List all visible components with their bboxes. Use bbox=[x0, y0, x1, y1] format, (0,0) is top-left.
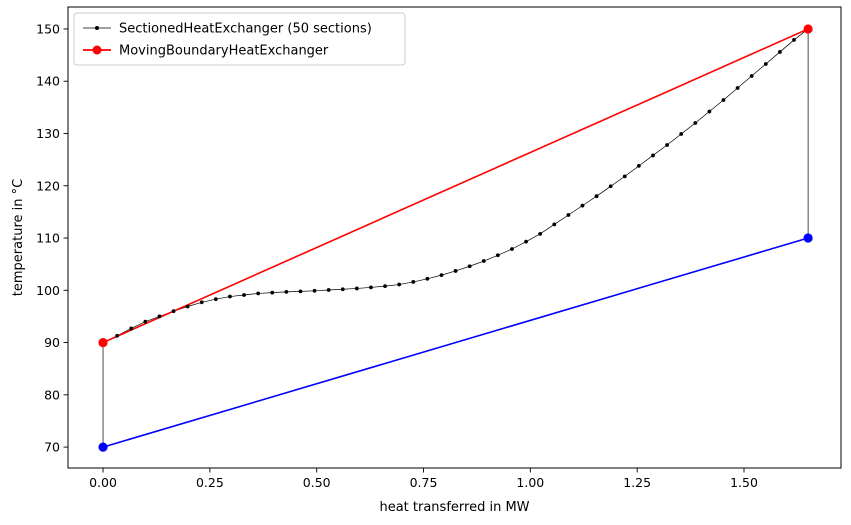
legend: SectionedHeatExchanger (50 sections) Mov… bbox=[73, 12, 406, 66]
series-0-point bbox=[524, 239, 528, 244]
series-0-point bbox=[143, 319, 148, 324]
x-axis-label: heat transferred in MW bbox=[379, 500, 529, 515]
series-0-point bbox=[312, 288, 317, 293]
series-0-point bbox=[679, 132, 684, 136]
series-0-point bbox=[651, 153, 655, 158]
series-0-point bbox=[425, 276, 430, 281]
series-0-point bbox=[298, 289, 303, 294]
series-0-point bbox=[242, 293, 246, 297]
y-tick-label: 110 bbox=[36, 231, 60, 246]
series-0-point bbox=[411, 280, 416, 284]
series-0-point bbox=[270, 290, 275, 295]
x-tick-label: 1.50 bbox=[730, 475, 758, 490]
legend-label-moving-boundary: MovingBoundaryHeatExchanger bbox=[119, 44, 329, 59]
series-0-point bbox=[693, 121, 698, 125]
series-0-point bbox=[467, 264, 472, 269]
series-line-4 bbox=[102, 237, 809, 448]
series-line-3 bbox=[102, 28, 809, 344]
series-0-point bbox=[439, 273, 444, 278]
series-0-point bbox=[340, 287, 345, 292]
series-4-point bbox=[803, 233, 813, 243]
legend-label-sectioned: SectionedHeatExchanger (50 sections) bbox=[119, 22, 372, 37]
series-0-point bbox=[369, 285, 373, 290]
series-0-point bbox=[665, 143, 669, 147]
y-tick-label: 90 bbox=[44, 335, 60, 350]
series-0-point bbox=[354, 286, 359, 291]
series-0-point bbox=[510, 247, 514, 251]
x-tick-label: 0.50 bbox=[303, 475, 331, 490]
y-tick-label: 120 bbox=[36, 178, 60, 193]
series-0-point bbox=[284, 289, 289, 294]
series-0-point bbox=[171, 309, 176, 314]
series-0-point bbox=[495, 253, 500, 258]
series-0-point bbox=[566, 213, 571, 217]
series-0-point bbox=[383, 284, 387, 289]
y-tick-label: 130 bbox=[36, 126, 60, 141]
series-0-point bbox=[228, 294, 232, 299]
series-0-point bbox=[199, 300, 204, 305]
y-tick-label: 70 bbox=[44, 440, 60, 455]
plot-frame bbox=[67, 6, 842, 469]
x-tick-label: 1.25 bbox=[623, 475, 651, 490]
series-0-point bbox=[538, 231, 543, 236]
series-0-point bbox=[115, 333, 120, 338]
series-0-point bbox=[608, 184, 613, 189]
series-0-point bbox=[129, 326, 134, 331]
legend-item-sectioned: SectionedHeatExchanger (50 sections) bbox=[83, 22, 372, 37]
series-0-point bbox=[157, 314, 162, 319]
series-0-point bbox=[735, 86, 740, 90]
series-0-point bbox=[397, 282, 402, 287]
y-axis-label: temperature in °C bbox=[11, 179, 26, 296]
series-0-point bbox=[749, 74, 754, 78]
series-0-point bbox=[777, 50, 782, 54]
series-0-point bbox=[622, 174, 627, 179]
legend-box bbox=[73, 12, 406, 66]
series-3-point bbox=[98, 337, 108, 348]
y-tick-label: 100 bbox=[36, 283, 60, 298]
series-layer bbox=[98, 24, 813, 452]
y-tick-label: 140 bbox=[36, 74, 60, 89]
y-axis-ticks: 70 80 90 100 110 120 130 140 150 bbox=[36, 21, 68, 455]
series-3-point bbox=[803, 24, 813, 34]
series-0-point bbox=[552, 222, 557, 227]
series-0-point bbox=[763, 62, 768, 66]
series-0-point bbox=[721, 98, 726, 102]
y-tick-label: 80 bbox=[44, 387, 60, 402]
series-0-point bbox=[453, 269, 458, 273]
legend-item-moving-boundary: MovingBoundaryHeatExchanger bbox=[83, 44, 329, 59]
x-tick-label: 0.75 bbox=[410, 475, 438, 490]
x-tick-label: 0.00 bbox=[89, 475, 117, 490]
series-0-point bbox=[213, 297, 218, 302]
x-tick-label: 0.25 bbox=[196, 475, 224, 490]
x-tick-label: 1.00 bbox=[516, 475, 544, 490]
x-axis-ticks: 0.00 0.25 0.50 0.75 1.00 1.25 1.50 bbox=[89, 468, 758, 490]
y-tick-label: 150 bbox=[36, 21, 60, 36]
series-0-point bbox=[185, 304, 190, 309]
series-0-point bbox=[256, 291, 261, 296]
series-0-point bbox=[481, 259, 486, 263]
series-0-point bbox=[594, 194, 599, 199]
series-4-point bbox=[98, 442, 108, 452]
series-0-point bbox=[326, 288, 331, 292]
legend-marker-moving-boundary bbox=[92, 45, 102, 55]
series-0-point bbox=[792, 38, 796, 42]
series-0-point bbox=[580, 203, 585, 208]
legend-marker-sectioned bbox=[95, 26, 99, 30]
series-0-point bbox=[707, 109, 712, 114]
series-0-point bbox=[636, 163, 641, 168]
